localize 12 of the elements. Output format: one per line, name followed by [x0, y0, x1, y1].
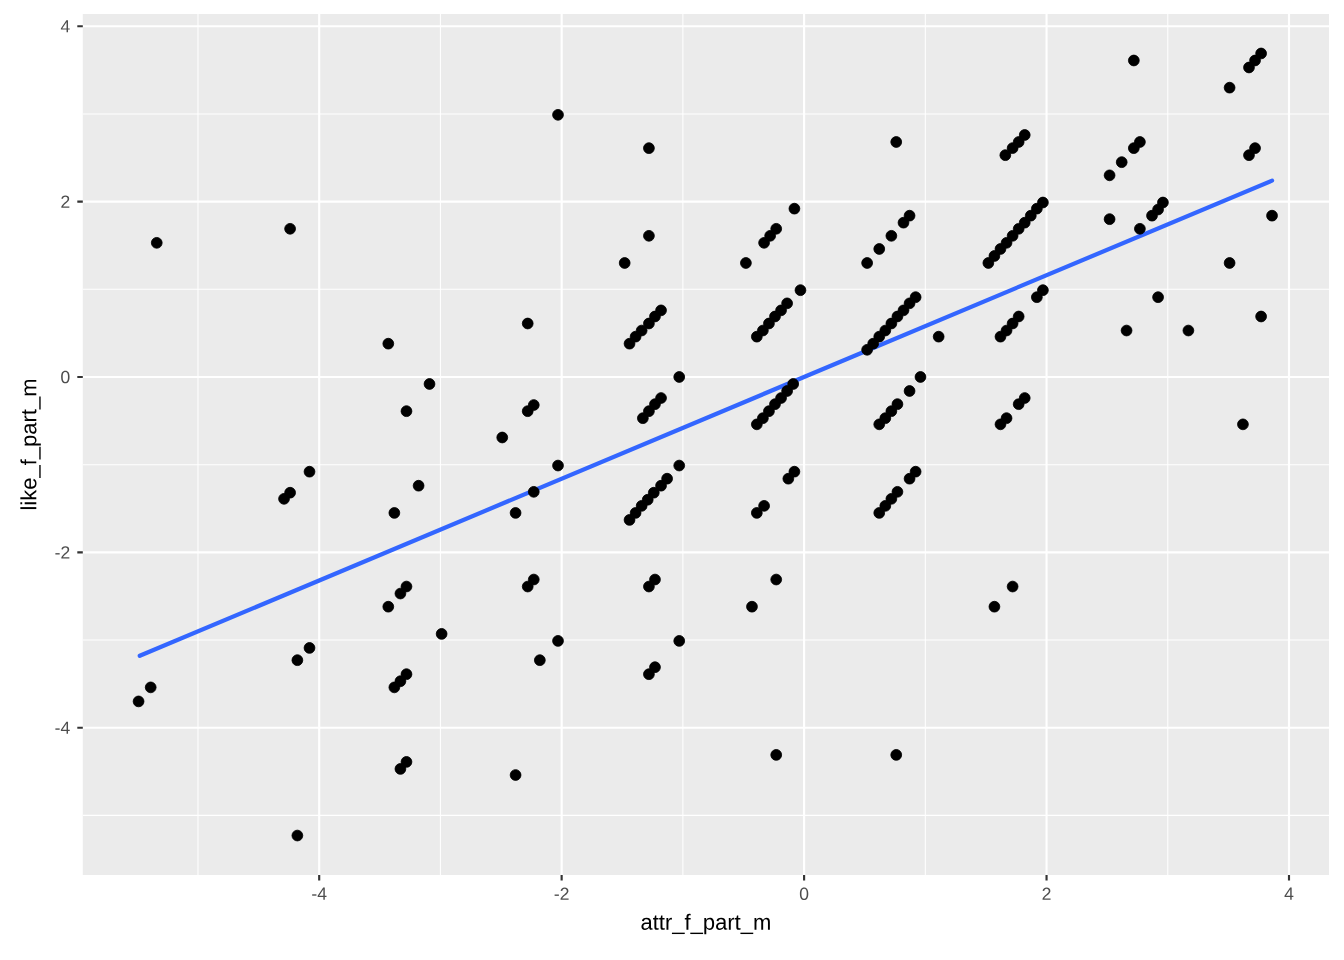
x-tick-label: -4: [312, 887, 327, 900]
y-tick-label: 4: [60, 20, 70, 33]
x-tick-label: 2: [1042, 887, 1051, 900]
x-tick-label: 0: [799, 887, 809, 901]
y-tick-label: 0: [61, 370, 70, 384]
x-tick-label: 4: [1284, 887, 1294, 900]
y-tick-label: 2: [61, 195, 70, 208]
y-tick-label: -2: [55, 546, 70, 559]
x-tick-label: -2: [554, 887, 569, 900]
x-axis-title: attr_f_part_m: [641, 913, 770, 935]
y-tick-label: -4: [55, 721, 70, 734]
y-axis-title: like_f_part_m: [20, 379, 41, 510]
